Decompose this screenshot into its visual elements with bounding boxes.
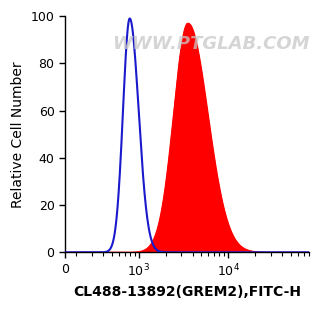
X-axis label: CL488-13892(GREM2),FITC-H: CL488-13892(GREM2),FITC-H (73, 285, 301, 299)
Text: WWW.PTGLAB.COM: WWW.PTGLAB.COM (113, 35, 310, 53)
Y-axis label: Relative Cell Number: Relative Cell Number (11, 61, 25, 207)
